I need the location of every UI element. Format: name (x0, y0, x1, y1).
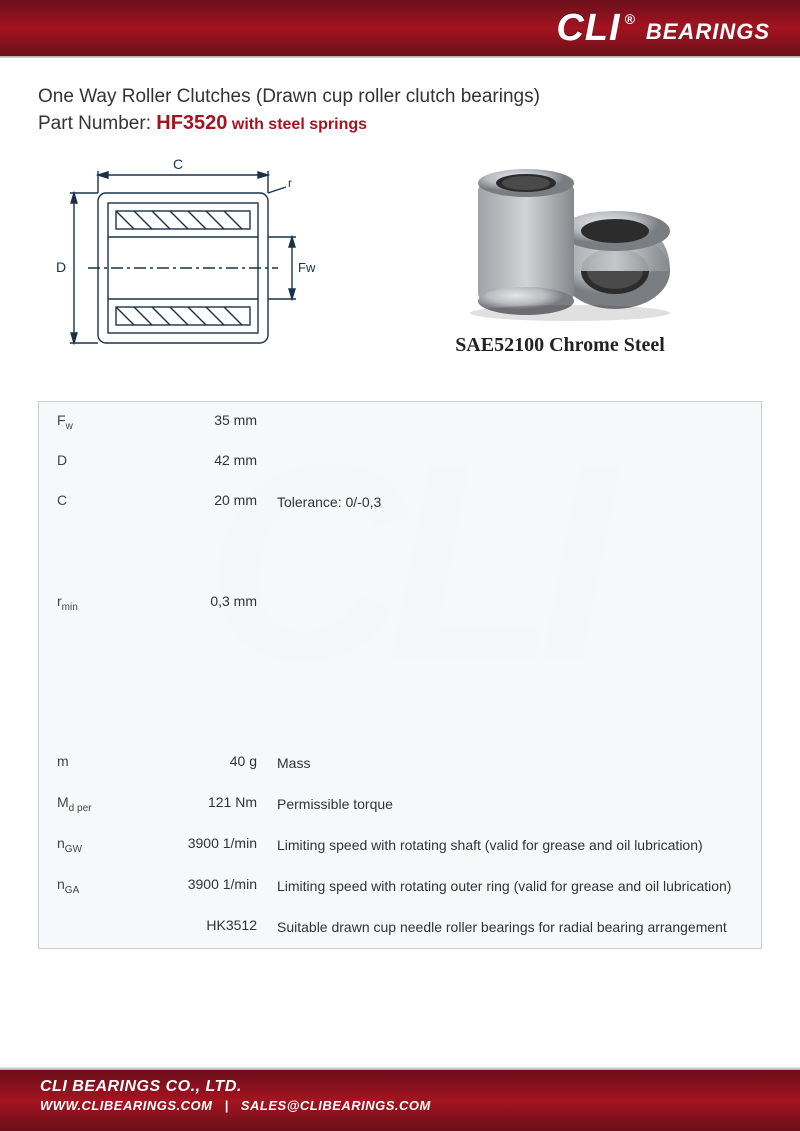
spec-symbol: Md per (57, 794, 147, 814)
spec-row: HK3512Suitable drawn cup needle roller b… (39, 907, 761, 948)
footer-email: SALES@CLIBEARINGS.COM (241, 1098, 431, 1113)
spec-description: Limiting speed with rotating outer ring … (277, 876, 743, 897)
footer-contact: WWW.CLIBEARINGS.COM | SALES@CLIBEARINGS.… (40, 1098, 800, 1113)
logo-cli-text: CLI (556, 9, 620, 47)
spec-description: Mass (277, 753, 743, 774)
part-number-prefix: Part Number: (38, 113, 156, 134)
spec-spacer (39, 623, 761, 683)
spec-description: Limiting speed with rotating shaft (vali… (277, 835, 743, 856)
logo-bearings-text: BEARINGS (646, 19, 770, 45)
spec-row: nGA3900 1/minLimiting speed with rotatin… (39, 866, 761, 907)
spec-symbol: rmin (57, 593, 147, 613)
spec-symbol: nGA (57, 876, 147, 896)
product-column: SAE52100 Chrome Steel (358, 153, 762, 357)
spec-value: 3900 1/min (147, 876, 277, 892)
logo-registered: ® (625, 11, 636, 27)
part-number: HF3520 (156, 112, 227, 134)
spec-value: 20 mm (147, 492, 277, 508)
spec-row: Fw35 mm (39, 402, 761, 442)
footer-company: CLI BEARINGS CO., LTD. (40, 1078, 800, 1096)
product-type-title: One Way Roller Clutches (Drawn cup rolle… (38, 86, 762, 108)
diagram-label-r: r (288, 176, 292, 190)
spec-spacer (39, 523, 761, 583)
spec-value: 3900 1/min (147, 835, 277, 851)
header-band: CLI ® BEARINGS (0, 0, 800, 58)
product-photo (430, 153, 690, 323)
spec-row: rmin0,3 mm (39, 583, 761, 623)
spec-row: Md per121 NmPermissible torque (39, 784, 761, 825)
top-row: C D Fw r (38, 153, 762, 373)
content-area: CLI One Way Roller Clutches (Drawn cup r… (0, 58, 800, 1068)
spec-value: 0,3 mm (147, 593, 277, 609)
footer-website: WWW.CLIBEARINGS.COM (40, 1098, 212, 1113)
spec-value: 40 g (147, 753, 277, 769)
part-number-line: Part Number: HF3520 with steel springs (38, 112, 762, 135)
spec-symbol: Fw (57, 412, 147, 432)
spec-spacer (39, 683, 761, 743)
spec-row: D42 mm (39, 442, 761, 482)
spec-row: m40 gMass (39, 743, 761, 784)
spec-description: Suitable drawn cup needle roller bearing… (277, 917, 743, 938)
spec-symbol: m (57, 753, 147, 769)
footer-band: CLI BEARINGS CO., LTD. WWW.CLIBEARINGS.C… (0, 1068, 800, 1131)
spec-value: HK3512 (147, 917, 277, 933)
spec-row: C20 mmTolerance: 0/-0,3 (39, 482, 761, 523)
spec-value: 42 mm (147, 452, 277, 468)
diagram-label-fw: Fw (298, 260, 316, 275)
material-label: SAE52100 Chrome Steel (358, 334, 762, 357)
spec-symbol: D (57, 452, 147, 468)
spec-symbol: nGW (57, 835, 147, 855)
technical-diagram: C D Fw r (38, 153, 318, 373)
spec-description: Permissible torque (277, 794, 743, 815)
footer-separator: | (225, 1098, 229, 1113)
spec-table: Fw35 mmD42 mmC20 mmTolerance: 0/-0,3rmin… (38, 401, 762, 949)
spec-symbol: C (57, 492, 147, 508)
spec-value: 35 mm (147, 412, 277, 428)
spec-value: 121 Nm (147, 794, 277, 810)
logo: CLI ® BEARINGS (556, 9, 770, 47)
part-number-suffix: with steel springs (227, 116, 367, 133)
spec-description: Tolerance: 0/-0,3 (277, 492, 743, 513)
diagram-label-d: D (56, 259, 66, 275)
spec-row: nGW3900 1/minLimiting speed with rotatin… (39, 825, 761, 866)
diagram-label-c: C (173, 156, 183, 172)
